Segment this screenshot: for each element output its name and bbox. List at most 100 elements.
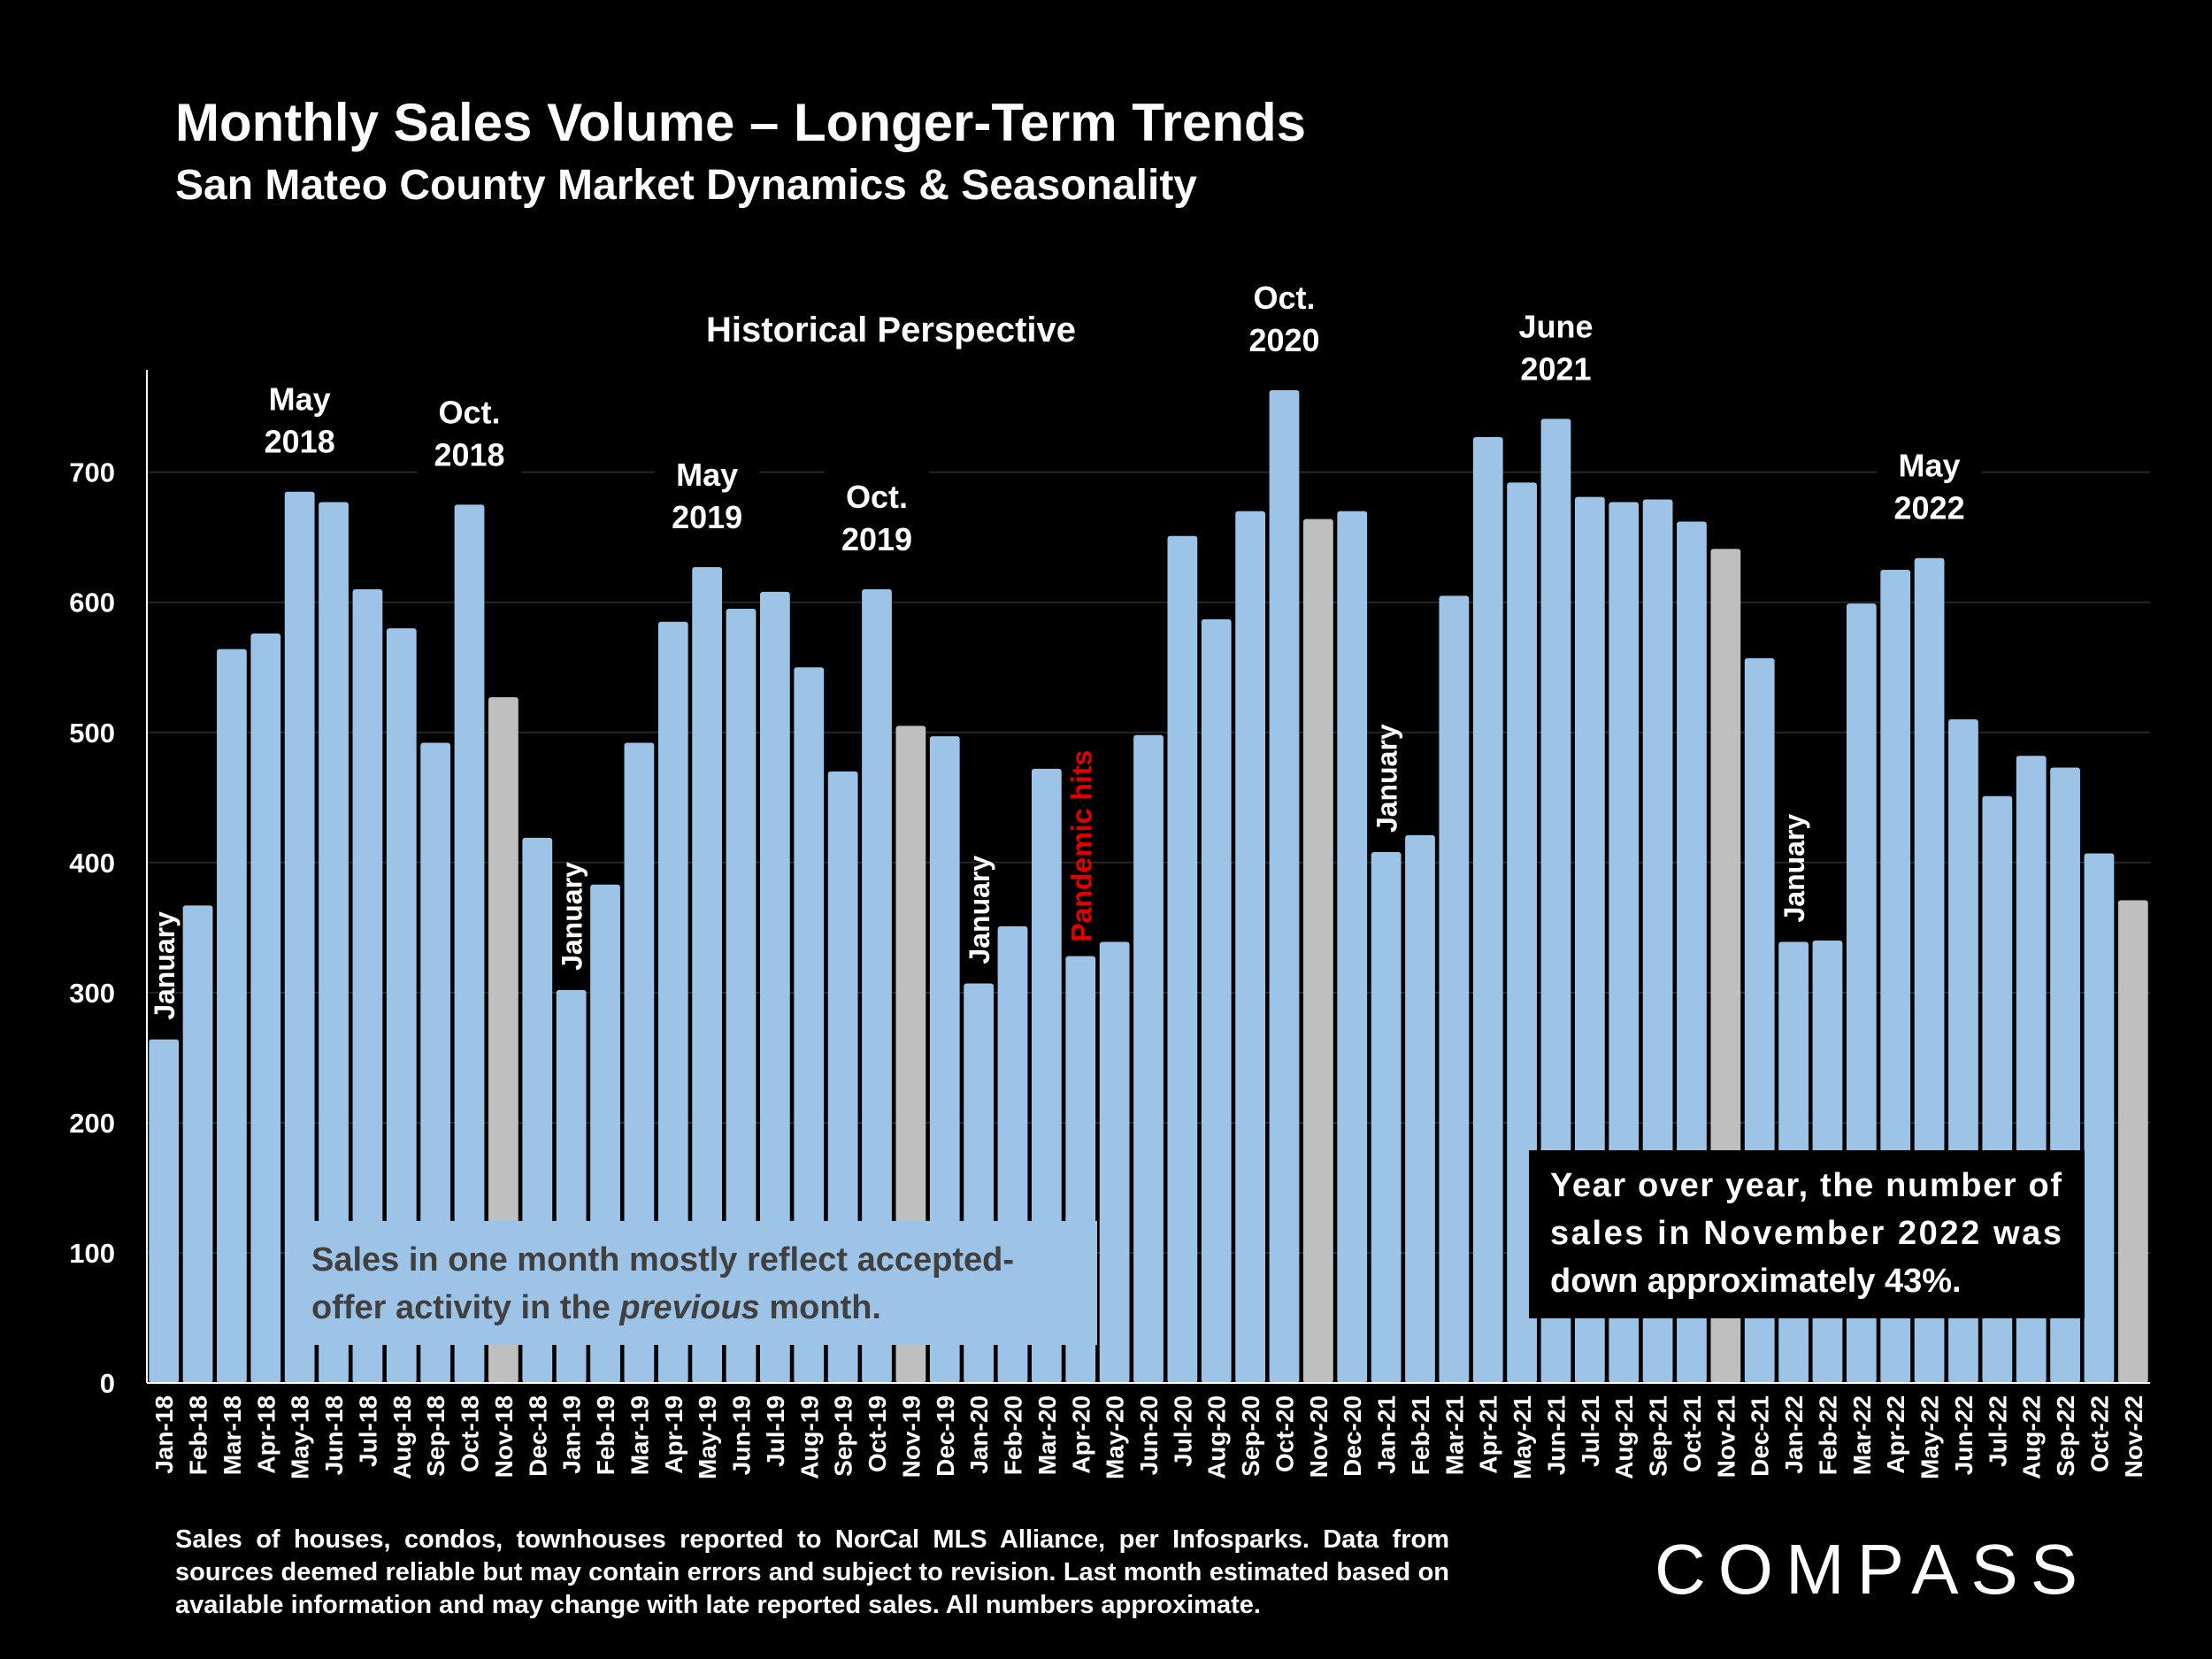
january-label: January xyxy=(1371,724,1403,833)
x-tick-label: Oct-22 xyxy=(2085,1395,2113,1472)
bar xyxy=(454,504,485,1383)
x-tick-label: Sep-20 xyxy=(1237,1395,1264,1477)
january-label: January xyxy=(149,911,180,1020)
right-note-line: sales in November 2022 was xyxy=(1550,1215,2062,1252)
peak-annotation: 2019 xyxy=(672,499,742,535)
peak-annotation: 2022 xyxy=(1894,490,1965,526)
x-tick-label: Sep-21 xyxy=(1645,1395,1672,1477)
peak-annotation: June xyxy=(1518,308,1593,344)
page-subtitle: San Mateo County Market Dynamics & Seaso… xyxy=(175,162,1197,209)
y-tick-label: 600 xyxy=(69,588,115,618)
x-tick-label: May-21 xyxy=(1509,1395,1536,1479)
x-tick-label: Jul-20 xyxy=(1169,1395,1196,1467)
annotation-backdrop xyxy=(655,446,760,542)
chart-title: Historical Perspective xyxy=(706,311,1076,349)
peak-annotation: May xyxy=(1899,448,1961,484)
x-tick-label: Oct-21 xyxy=(1678,1395,1706,1472)
right-note-line: Year over year, the number of xyxy=(1550,1167,2062,1204)
x-tick-label: May-20 xyxy=(1102,1395,1129,1479)
bar xyxy=(352,588,383,1383)
x-tick-label: Nov-19 xyxy=(897,1395,925,1478)
x-tick-label: May-22 xyxy=(1916,1395,1944,1479)
x-tick-label: Jul-18 xyxy=(354,1395,381,1467)
x-tick-label: May-18 xyxy=(287,1395,314,1479)
right-note-box xyxy=(1529,1150,2085,1318)
x-tick-label: Jul-22 xyxy=(1984,1395,2011,1467)
y-tick-label: 100 xyxy=(69,1238,115,1269)
x-tick-label: Mar-20 xyxy=(1033,1395,1061,1475)
bar xyxy=(1439,595,1470,1383)
x-tick-label: Jan-21 xyxy=(1373,1395,1401,1474)
x-tick-label: Jan-18 xyxy=(150,1395,178,1474)
x-tick-label: Oct-20 xyxy=(1271,1395,1298,1472)
x-tick-label: Aug-22 xyxy=(2018,1395,2046,1479)
bar xyxy=(726,609,757,1383)
peak-annotation: May xyxy=(676,457,738,493)
x-tick-label: Dec-19 xyxy=(932,1395,959,1477)
x-tick-label: Mar-21 xyxy=(1440,1395,1468,1475)
x-tick-label: Nov-18 xyxy=(490,1395,518,1478)
x-tick-label: Mar-18 xyxy=(219,1395,246,1475)
x-tick-label: Aug-20 xyxy=(1203,1395,1231,1479)
bar xyxy=(1472,436,1503,1383)
x-tick-label: Jan-19 xyxy=(558,1395,586,1474)
bar xyxy=(1269,390,1300,1383)
bar xyxy=(692,566,723,1383)
x-tick-label: Feb-21 xyxy=(1407,1395,1434,1475)
x-tick-label: Feb-20 xyxy=(1000,1395,1027,1475)
january-label: January xyxy=(1778,814,1810,923)
pandemic-label: Pandemic hits xyxy=(1065,750,1097,942)
bar xyxy=(488,697,518,1383)
x-tick-label: Jun-22 xyxy=(1950,1395,1978,1475)
y-tick-label: 700 xyxy=(69,457,115,488)
bar xyxy=(1337,511,1368,1383)
x-tick-label: Feb-18 xyxy=(185,1395,212,1475)
bar xyxy=(2084,853,2115,1383)
annotation-backdrop xyxy=(1503,298,1609,395)
bar xyxy=(794,667,825,1383)
x-tick-label: Dec-18 xyxy=(524,1395,551,1477)
bar xyxy=(1167,535,1198,1383)
y-tick-label: 200 xyxy=(69,1108,115,1139)
bar xyxy=(657,621,688,1383)
january-label: January xyxy=(964,856,995,964)
peak-annotation: 2018 xyxy=(434,436,504,472)
x-tick-label: Jun-18 xyxy=(320,1395,348,1475)
x-tick-label: Nov-21 xyxy=(1712,1395,1740,1478)
x-tick-label: Apr-22 xyxy=(1882,1395,1909,1474)
y-tick-label: 0 xyxy=(100,1368,115,1399)
bar xyxy=(1371,852,1402,1383)
bar xyxy=(217,649,247,1383)
bar xyxy=(1405,834,1435,1383)
x-tick-label: Nov-20 xyxy=(1305,1395,1333,1478)
bar xyxy=(1302,518,1333,1383)
x-tick-label: Sep-19 xyxy=(830,1395,857,1477)
x-tick-label: Apr-20 xyxy=(1067,1395,1094,1474)
peak-annotation: Oct. xyxy=(846,479,908,515)
bar xyxy=(862,588,892,1383)
x-tick-label: Jul-19 xyxy=(762,1395,789,1467)
x-tick-label: Apr-18 xyxy=(252,1395,280,1474)
y-tick-label: 300 xyxy=(69,978,115,1009)
x-tick-label: Dec-20 xyxy=(1339,1395,1366,1477)
x-tick-label: Aug-21 xyxy=(1610,1395,1638,1479)
bar xyxy=(1133,734,1164,1383)
right-note-line: down approximately 43%. xyxy=(1550,1263,1962,1300)
x-tick-label: Jan-20 xyxy=(965,1395,993,1474)
x-tick-label: Feb-19 xyxy=(592,1395,619,1475)
x-tick-label: Jun-19 xyxy=(728,1395,756,1475)
x-tick-label: Oct-18 xyxy=(457,1395,484,1472)
bar xyxy=(1201,618,1232,1383)
annotation-backdrop xyxy=(825,468,930,565)
bar xyxy=(760,591,790,1383)
left-note-box xyxy=(292,1221,1097,1345)
bar xyxy=(250,633,281,1383)
x-tick-label: Jun-21 xyxy=(1542,1395,1570,1475)
annotation-backdrop xyxy=(417,384,522,480)
bar xyxy=(1099,941,1130,1383)
y-tick-label: 500 xyxy=(69,718,115,749)
footnote: Sales of houses, condos, townhouses repo… xyxy=(175,1525,1449,1619)
x-tick-label: Dec-21 xyxy=(1747,1395,1774,1477)
peak-annotation: 2018 xyxy=(265,424,335,460)
